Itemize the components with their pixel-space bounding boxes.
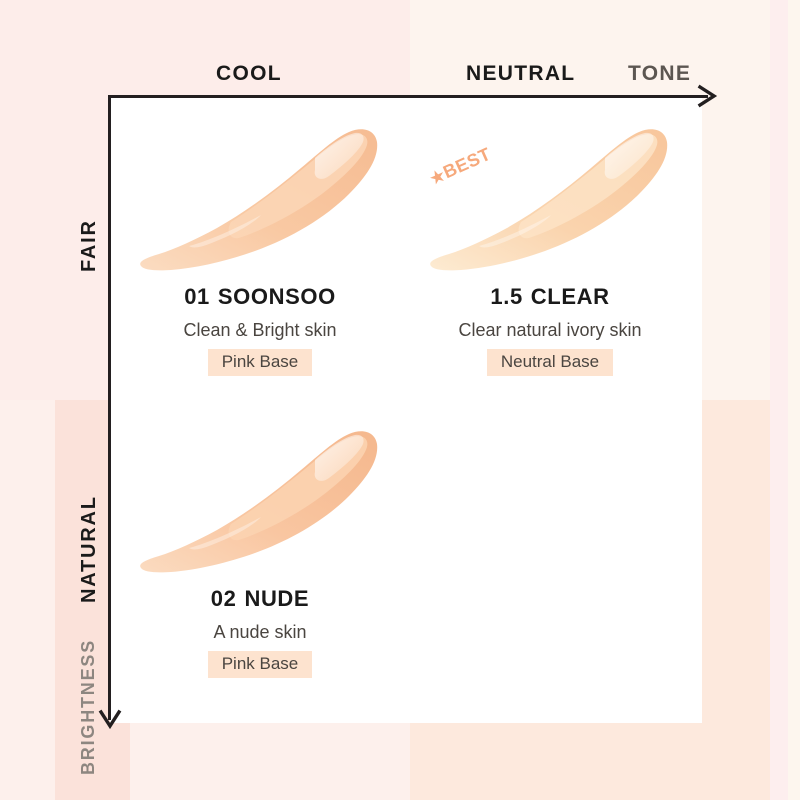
y-axis-title: BRIGHTNESS: [78, 638, 98, 775]
axis-label-natural: NATURAL: [78, 495, 100, 603]
swatch-smear-clear: [430, 129, 668, 271]
product-description: A nude skin: [213, 622, 307, 642]
base-tag-row: Pink Base: [110, 349, 410, 376]
product-description: Clear natural ivory skin: [458, 320, 642, 340]
product-name-nude: 02 NUDE: [110, 586, 410, 612]
product-title: CLEAR: [530, 284, 610, 309]
product-title: NUDE: [244, 586, 310, 611]
product-name-clear: 1.5 CLEAR: [400, 284, 700, 310]
x-axis-line: [110, 95, 708, 98]
product-card-clear[interactable]: ★BEST: [400, 118, 700, 376]
swatch-wrap-soonsoo: [110, 118, 410, 278]
product-card-nude[interactable]: 02 NUDE A nude skin Pink Base: [110, 420, 410, 678]
product-description: Clean & Bright skin: [183, 320, 337, 340]
base-tag: Pink Base: [207, 349, 313, 376]
base-tag: Pink Base: [207, 651, 313, 678]
product-name-soonsoo: 01 SOONSOO: [110, 284, 410, 310]
swatch-wrap-clear: ★BEST: [400, 118, 700, 278]
swatch-smear-nude: [140, 431, 378, 573]
base-tag-row: Pink Base: [110, 651, 410, 678]
base-tag-row: Neutral Base: [400, 349, 700, 376]
y-axis-arrow-icon: [96, 706, 124, 734]
axis-label-neutral: NEUTRAL: [466, 62, 576, 85]
swatch-wrap-nude: [110, 420, 410, 580]
product-code: 02: [210, 586, 237, 611]
product-code: 01: [184, 284, 210, 309]
swatch-smear-soonsoo: [140, 129, 378, 271]
y-axis-line: [108, 95, 111, 720]
x-axis-title: TONE: [628, 62, 692, 85]
base-tag: Neutral Base: [486, 349, 614, 376]
axis-label-cool: COOL: [216, 62, 282, 85]
axis-label-fair: FAIR: [78, 219, 100, 272]
product-code: 1.5: [490, 284, 523, 309]
product-card-soonsoo[interactable]: 01 SOONSOO Clean & Bright skin Pink Base: [110, 118, 410, 376]
x-axis-arrow-icon: [694, 82, 722, 110]
product-title: SOONSOO: [217, 284, 336, 309]
background-strip-far-right: [788, 0, 800, 800]
